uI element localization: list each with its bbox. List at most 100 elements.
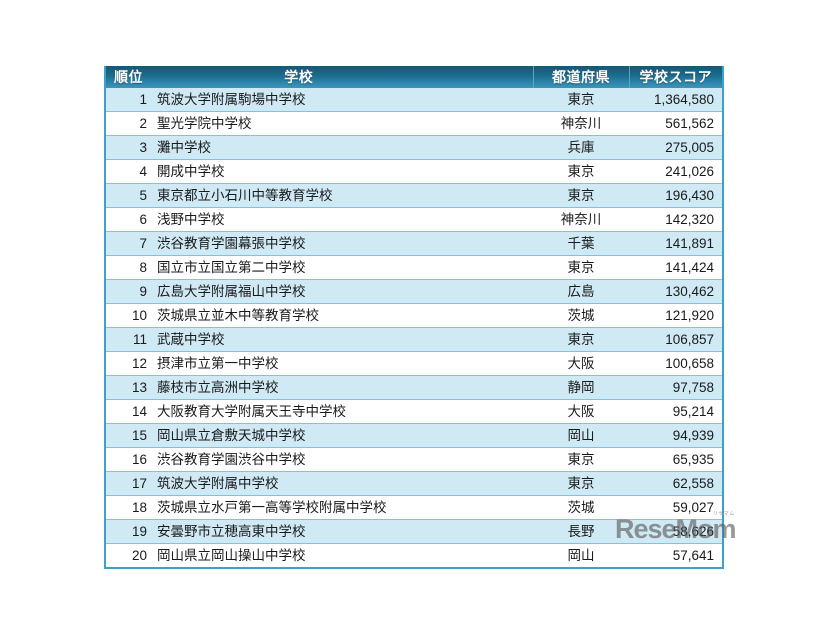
- cell-score: 59,027: [629, 495, 723, 520]
- cell-school: 開成中学校: [151, 159, 533, 184]
- ranking-table-container: 順位 学校 都道府県 学校スコア 1 筑波大学附属駒場中学校 東京 1,364,580…: [104, 66, 724, 569]
- cell-score: 196,430: [629, 183, 723, 208]
- table-row: 10 茨城県立並木中等教育学校 茨城 121,920: [105, 303, 723, 328]
- table-row: 8 国立市立国立第二中学校 東京 141,424: [105, 255, 723, 280]
- cell-score: 241,026: [629, 159, 723, 184]
- cell-prefecture: 長野: [533, 519, 629, 544]
- table-row: 16 渋谷教育学園渋谷中学校 東京 65,935: [105, 447, 723, 472]
- cell-school: 灘中学校: [151, 135, 533, 160]
- cell-rank: 15: [105, 423, 151, 448]
- cell-prefecture: 茨城: [533, 495, 629, 520]
- table-row: 15 岡山県立倉敷天城中学校 岡山 94,939: [105, 423, 723, 448]
- cell-rank: 20: [105, 543, 151, 568]
- cell-score: 95,214: [629, 399, 723, 424]
- cell-rank: 5: [105, 183, 151, 208]
- cell-score: 141,424: [629, 255, 723, 280]
- cell-school: 摂津市立第一中学校: [151, 351, 533, 376]
- cell-prefecture: 東京: [533, 88, 629, 112]
- cell-rank: 14: [105, 399, 151, 424]
- cell-prefecture: 岡山: [533, 543, 629, 568]
- cell-rank: 16: [105, 447, 151, 472]
- cell-prefecture: 千葉: [533, 231, 629, 256]
- cell-score: 65,935: [629, 447, 723, 472]
- cell-rank: 3: [105, 135, 151, 160]
- column-header-prefecture: 都道府県: [532, 66, 629, 88]
- cell-prefecture: 大阪: [533, 351, 629, 376]
- cell-prefecture: 東京: [533, 447, 629, 472]
- cell-score: 130,462: [629, 279, 723, 304]
- cell-score: 100,658: [629, 351, 723, 376]
- table-body: 1 筑波大学附属駒場中学校 東京 1,364,580 2 聖光学院中学校 神奈川 561,56…: [105, 88, 723, 568]
- cell-school: 渋谷教育学園渋谷中学校: [151, 447, 533, 472]
- table-row: 20 岡山県立岡山操山中学校 岡山 57,641: [105, 543, 723, 568]
- cell-score: 94,939: [629, 423, 723, 448]
- cell-school: 国立市立国立第二中学校: [151, 255, 533, 280]
- cell-school: 武蔵中学校: [151, 327, 533, 352]
- cell-score: 275,005: [629, 135, 723, 160]
- cell-school: 茨城県立水戸第一高等学校附属中学校: [151, 495, 533, 520]
- table-row: 17 筑波大学附属中学校 東京 62,558: [105, 471, 723, 496]
- cell-rank: 11: [105, 327, 151, 352]
- cell-prefecture: 静岡: [533, 375, 629, 400]
- table-row: 19 安曇野市立穂高東中学校 長野 58,626: [105, 519, 723, 544]
- cell-prefecture: 岡山: [533, 423, 629, 448]
- cell-rank: 13: [105, 375, 151, 400]
- cell-rank: 1: [105, 88, 151, 112]
- column-header-school: 学校: [151, 66, 533, 88]
- table-row: 5 東京都立小石川中等教育学校 東京 196,430: [105, 183, 723, 208]
- cell-score: 57,641: [629, 543, 723, 568]
- cell-prefecture: 兵庫: [533, 135, 629, 160]
- cell-prefecture: 東京: [533, 183, 629, 208]
- cell-score: 1,364,580: [629, 88, 723, 112]
- table-row: 2 聖光学院中学校 神奈川 561,562: [105, 111, 723, 136]
- column-header-score: 学校スコア: [628, 66, 723, 88]
- table-row: 7 渋谷教育学園幕張中学校 千葉 141,891: [105, 231, 723, 256]
- cell-rank: 8: [105, 255, 151, 280]
- cell-score: 141,891: [629, 231, 723, 256]
- school-score-ranking-table: 順位 学校 都道府県 学校スコア 1 筑波大学附属駒場中学校 東京 1,364,580…: [104, 66, 724, 569]
- cell-rank: 9: [105, 279, 151, 304]
- cell-score: 97,758: [629, 375, 723, 400]
- cell-prefecture: 東京: [533, 327, 629, 352]
- table-row: 14 大阪教育大学附属天王寺中学校 大阪 95,214: [105, 399, 723, 424]
- column-header-rank: 順位: [105, 66, 151, 88]
- cell-score: 62,558: [629, 471, 723, 496]
- table-row: 18 茨城県立水戸第一高等学校附属中学校 茨城 59,027: [105, 495, 723, 520]
- cell-prefecture: 東京: [533, 471, 629, 496]
- cell-school: 茨城県立並木中等教育学校: [151, 303, 533, 328]
- table-header-row: 順位 学校 都道府県 学校スコア: [105, 66, 723, 88]
- cell-prefecture: 神奈川: [533, 207, 629, 232]
- cell-school: 安曇野市立穂高東中学校: [151, 519, 533, 544]
- cell-prefecture: 広島: [533, 279, 629, 304]
- table-row: 13 藤枝市立高洲中学校 静岡 97,758: [105, 375, 723, 400]
- cell-score: 58,626: [629, 519, 723, 544]
- cell-school: 渋谷教育学園幕張中学校: [151, 231, 533, 256]
- cell-rank: 6: [105, 207, 151, 232]
- cell-score: 121,920: [629, 303, 723, 328]
- table-row: 12 摂津市立第一中学校 大阪 100,658: [105, 351, 723, 376]
- cell-rank: 2: [105, 111, 151, 136]
- cell-rank: 12: [105, 351, 151, 376]
- cell-rank: 19: [105, 519, 151, 544]
- table-header: 順位 学校 都道府県 学校スコア: [105, 66, 723, 88]
- cell-prefecture: 東京: [533, 159, 629, 184]
- cell-rank: 18: [105, 495, 151, 520]
- cell-score: 106,857: [629, 327, 723, 352]
- cell-school: 東京都立小石川中等教育学校: [151, 183, 533, 208]
- cell-school: 岡山県立倉敷天城中学校: [151, 423, 533, 448]
- table-row: 1 筑波大学附属駒場中学校 東京 1,364,580: [105, 88, 723, 112]
- cell-school: 大阪教育大学附属天王寺中学校: [151, 399, 533, 424]
- cell-prefecture: 神奈川: [533, 111, 629, 136]
- cell-school: 藤枝市立高洲中学校: [151, 375, 533, 400]
- table-row: 3 灘中学校 兵庫 275,005: [105, 135, 723, 160]
- cell-prefecture: 東京: [533, 255, 629, 280]
- cell-school: 聖光学院中学校: [151, 111, 533, 136]
- cell-score: 142,320: [629, 207, 723, 232]
- table-row: 6 浅野中学校 神奈川 142,320: [105, 207, 723, 232]
- table-row: 11 武蔵中学校 東京 106,857: [105, 327, 723, 352]
- cell-rank: 17: [105, 471, 151, 496]
- cell-prefecture: 茨城: [533, 303, 629, 328]
- cell-rank: 4: [105, 159, 151, 184]
- cell-score: 561,562: [629, 111, 723, 136]
- cell-rank: 10: [105, 303, 151, 328]
